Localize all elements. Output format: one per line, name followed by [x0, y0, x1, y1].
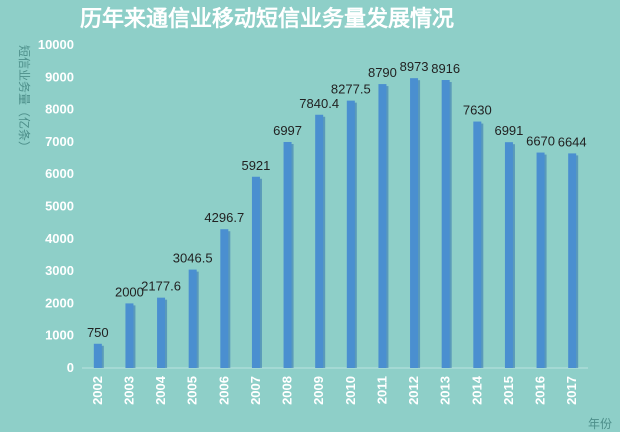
data-label: 6670 — [526, 134, 555, 149]
bar — [157, 297, 166, 368]
bars-group — [93, 78, 579, 369]
y-tick-label: 1000 — [45, 328, 74, 343]
data-label: 7630 — [463, 103, 492, 118]
bar — [568, 153, 577, 368]
y-axis-ticks: 0 1000 2000 3000 4000 5000 6000 7000 8000 9000 100… — [38, 37, 74, 375]
x-tick-label: 2017 — [564, 376, 579, 405]
data-label: 2000 — [115, 284, 144, 299]
bar — [315, 114, 324, 368]
x-tick-label: 2016 — [533, 376, 548, 405]
data-label: 4296.7 — [204, 210, 244, 225]
bar — [220, 229, 229, 368]
bar — [188, 269, 197, 368]
bar — [378, 84, 387, 368]
x-tick-label: 2011 — [374, 376, 389, 404]
chart-title: 历年来通信业移动短信业务量发展情况 — [80, 6, 454, 32]
y-axis-label: 短信业务量（亿条） — [17, 45, 32, 153]
x-tick-label: 2010 — [343, 376, 358, 405]
y-tick-label: 7000 — [45, 134, 74, 149]
bar — [93, 343, 102, 368]
bar — [410, 78, 419, 369]
y-tick-label: 6000 — [45, 166, 74, 181]
data-label: 750 — [87, 325, 109, 340]
x-tick-label: 2006 — [216, 376, 231, 405]
data-label: 6991 — [494, 123, 523, 138]
x-tick-label: 2007 — [248, 376, 263, 405]
x-axis-ticks: 2002 2003 2004 2005 2006 2007 2008 2009 2010 2011… — [90, 375, 579, 405]
x-tick-label: 2003 — [121, 376, 136, 405]
bar — [346, 100, 355, 368]
bar — [536, 152, 545, 368]
data-label: 8277.5 — [331, 82, 371, 97]
bar — [504, 142, 513, 368]
x-tick-label: 2009 — [311, 376, 326, 405]
bar — [441, 80, 450, 369]
bar — [283, 141, 292, 368]
bar — [473, 121, 482, 369]
x-tick-label: 2004 — [153, 375, 168, 405]
x-tick-label: 2013 — [438, 376, 453, 405]
y-tick-label: 9000 — [45, 69, 74, 84]
data-label: 8973 — [400, 59, 429, 74]
data-labels-group: 75020002177.63046.54296.7592169977840.48… — [87, 59, 587, 340]
data-label: 6644 — [558, 134, 587, 149]
data-label: 8916 — [431, 61, 460, 76]
data-label: 3046.5 — [173, 251, 213, 266]
y-tick-label: 2000 — [45, 295, 74, 310]
y-tick-label: 10000 — [38, 37, 74, 52]
data-label: 2177.6 — [141, 279, 181, 294]
x-tick-label: 2014 — [469, 375, 484, 405]
y-tick-label: 4000 — [45, 231, 74, 246]
x-tick-label: 2012 — [406, 376, 421, 405]
x-tick-label: 2002 — [90, 376, 105, 405]
y-tick-label: 8000 — [45, 102, 74, 117]
x-tick-label: 2015 — [501, 376, 516, 405]
y-tick-label: 0 — [67, 360, 74, 375]
bar — [251, 176, 260, 368]
x-tick-label: 2008 — [280, 376, 295, 405]
x-axis-label: 年份 — [588, 417, 612, 431]
data-label: 6997 — [273, 123, 302, 138]
bar — [125, 303, 134, 368]
data-label: 8790 — [368, 65, 397, 80]
data-label: 7840.4 — [299, 96, 339, 111]
x-tick-label: 2005 — [185, 376, 200, 405]
data-label: 5921 — [241, 158, 270, 173]
y-tick-label: 5000 — [45, 199, 74, 214]
y-tick-label: 3000 — [45, 263, 74, 278]
